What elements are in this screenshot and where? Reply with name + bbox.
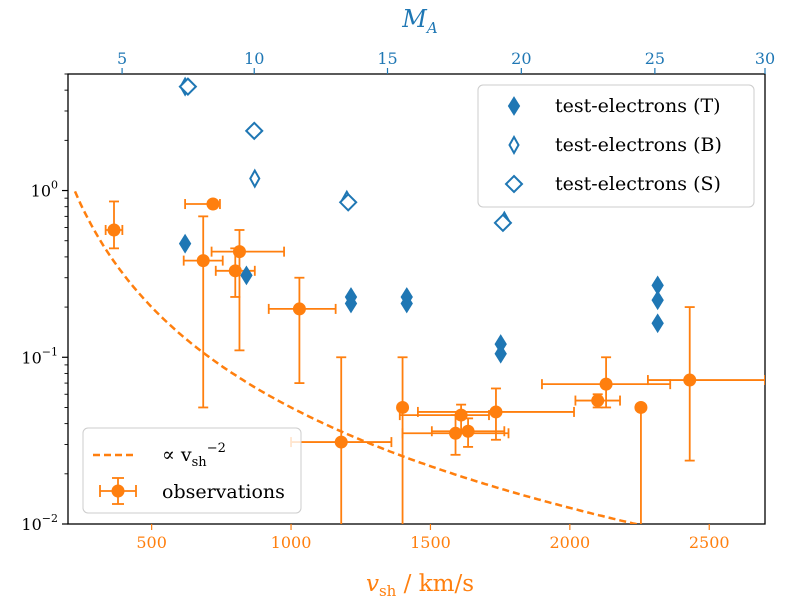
observation-marker xyxy=(461,424,475,438)
top-axis-title: MA xyxy=(401,5,438,37)
top-tick-label: 20 xyxy=(511,49,531,68)
top-axis: 5 10 15 20 25 30 xyxy=(117,49,775,74)
test-electron-marker xyxy=(244,121,264,141)
y-tick-label: 100 xyxy=(31,179,58,201)
bottom-axis: 500 1000 1500 2000 2500 xyxy=(136,524,730,552)
observation-marker xyxy=(449,426,463,440)
x-tick-label: 1500 xyxy=(410,533,451,552)
test-electron-marker xyxy=(493,213,513,233)
observation-point xyxy=(398,403,490,433)
observation-point xyxy=(416,387,575,441)
x-tick-label: 500 xyxy=(136,533,167,552)
y-tick-label: 10−2 xyxy=(21,512,58,534)
observation-point xyxy=(290,356,393,524)
observation-point xyxy=(634,400,648,524)
top-tick-label: 15 xyxy=(377,49,397,68)
test-electron-marker xyxy=(338,192,358,212)
observation-marker xyxy=(334,435,348,449)
test-electron-marker xyxy=(651,290,664,311)
observation-point xyxy=(430,417,506,448)
observation-point xyxy=(182,215,224,409)
legend-label-fit: ∝ vsh−2 xyxy=(162,441,226,470)
x-tick-label: 1000 xyxy=(271,533,312,552)
observation-point xyxy=(104,200,124,250)
legend-marker xyxy=(507,96,521,116)
legend-label-observations: observations xyxy=(162,481,285,503)
legend-upper-right: test-electrons (T) test-electrons (B) te… xyxy=(477,84,755,208)
top-tick-label: 25 xyxy=(645,49,665,68)
observation-marker xyxy=(634,400,648,414)
observation-point xyxy=(574,393,621,409)
plot-area xyxy=(73,76,765,524)
observation-marker xyxy=(196,254,210,268)
plot-frame xyxy=(67,73,766,525)
observation-marker xyxy=(599,377,613,391)
observation-point xyxy=(396,356,410,524)
left-axis: 10−2 10−1 100 xyxy=(21,73,68,534)
legend-lower-left-box xyxy=(82,427,302,514)
x-tick-label: 2000 xyxy=(549,533,590,552)
test-electron-marker xyxy=(240,265,253,286)
legend-marker xyxy=(508,134,520,156)
x-axis-title: vsh / km/s xyxy=(366,571,474,600)
top-tick-label: 10 xyxy=(244,49,264,68)
observation-marker xyxy=(489,405,503,419)
top-tick-label: 30 xyxy=(755,49,775,68)
legend-upper-right-box xyxy=(477,84,755,208)
test-electron-marker xyxy=(178,233,192,254)
observation-marker xyxy=(396,400,410,414)
observation-point xyxy=(210,229,285,352)
y-tick-label: 10−1 xyxy=(21,345,58,367)
test-electron-marker xyxy=(494,343,507,364)
test-electron-marker xyxy=(178,77,198,97)
observation-marker xyxy=(107,223,121,237)
observation-marker xyxy=(683,373,697,387)
observation-marker xyxy=(228,264,242,278)
test-electron-marker xyxy=(249,168,261,189)
legend-marker xyxy=(504,174,524,194)
observation-marker xyxy=(206,197,220,211)
top-tick-label: 5 xyxy=(117,49,127,68)
observation-marker xyxy=(292,302,306,316)
test-electron-marker xyxy=(651,313,664,334)
observation-marker xyxy=(591,394,605,408)
observation-point xyxy=(541,356,672,409)
legend-lower-left: ∝ vsh−2 observations xyxy=(82,427,302,514)
observation-point xyxy=(267,276,337,384)
observation-point xyxy=(647,306,765,462)
fit-line xyxy=(73,190,642,524)
legend-label-tT: test-electrons (T) xyxy=(555,95,721,117)
observation-point xyxy=(401,414,510,456)
legend-observations-marker xyxy=(99,477,137,505)
observation-point xyxy=(184,197,221,211)
test-electron-marker xyxy=(344,293,358,314)
x-tick-label: 2500 xyxy=(689,533,730,552)
legend-label-tB: test-electrons (B) xyxy=(555,134,722,156)
test-electron-marker xyxy=(400,293,413,314)
legend-label-tS: test-electrons (S) xyxy=(555,173,721,195)
